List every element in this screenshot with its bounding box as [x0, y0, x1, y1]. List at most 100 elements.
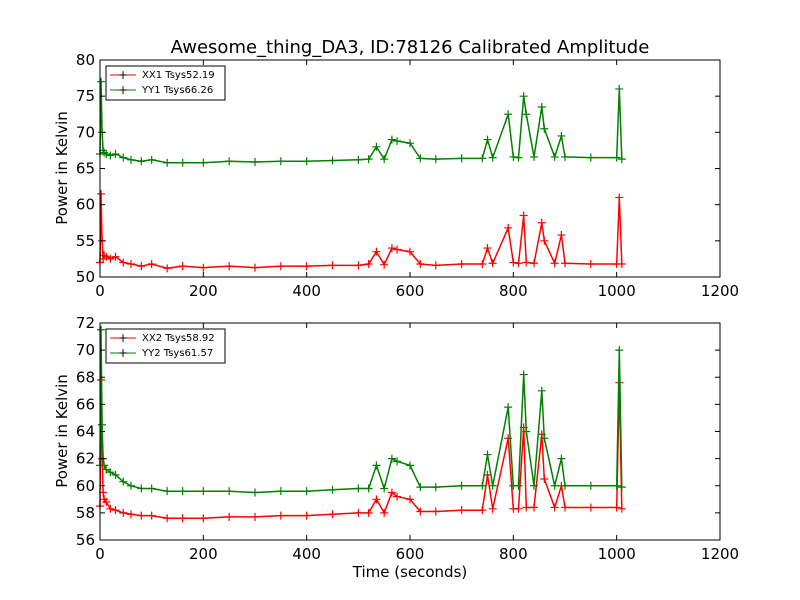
data-point-top-1-19	[328, 156, 337, 165]
data-point-top-1-37	[522, 110, 531, 119]
data-point-top-0-29	[457, 259, 466, 268]
data-point-top-1-25	[393, 137, 402, 146]
data-point-bottom-1-30	[478, 481, 487, 490]
legend-marker-yy2: +	[118, 346, 128, 360]
data-point-top-1-28	[431, 155, 440, 164]
data-point-top-1-15	[225, 157, 234, 166]
y-tick-label-top-4: 70	[76, 123, 95, 141]
data-point-top-1-8	[119, 153, 128, 162]
data-point-top-0-1	[97, 189, 106, 198]
data-point-top-0-33	[504, 223, 513, 232]
data-point-top-0-31	[483, 244, 492, 253]
data-point-bottom-1-47	[617, 483, 626, 492]
data-point-bottom-1-27	[416, 483, 425, 492]
data-point-bottom-0-5	[102, 498, 111, 507]
data-point-bottom-0-25	[393, 492, 402, 501]
y-tick-label-top-6: 80	[76, 51, 95, 69]
data-point-top-1-11	[147, 155, 156, 164]
data-point-bottom-0-28	[431, 507, 440, 516]
data-point-bottom-0-22	[372, 495, 381, 504]
data-point-bottom-1-22	[372, 461, 381, 470]
data-point-top-1-26	[406, 139, 414, 148]
data-point-top-0-47	[617, 259, 626, 268]
data-point-top-1-29	[457, 154, 466, 163]
data-point-top-0-17	[276, 262, 285, 271]
data-point-bottom-0-6	[106, 504, 115, 513]
data-point-top-1-40	[540, 124, 549, 133]
x-tick-label-top-3: 600	[396, 282, 425, 300]
y-tick-label-bottom-7: 70	[76, 341, 95, 359]
data-point-bottom-0-41	[550, 503, 559, 512]
data-point-top-0-11	[147, 259, 156, 268]
legend-marker-yy1: +	[118, 83, 128, 97]
data-point-top-0-7	[111, 252, 120, 261]
data-point-top-1-31	[483, 135, 492, 144]
data-point-top-0-28	[431, 261, 440, 270]
data-point-bottom-1-46	[615, 346, 624, 355]
data-point-top-1-22	[372, 142, 381, 151]
data-point-bottom-1-6	[106, 468, 115, 477]
x-tick-label-top-6: 1200	[701, 282, 739, 300]
data-point-bottom-1-26	[406, 461, 414, 470]
data-point-bottom-0-37	[522, 503, 531, 512]
data-point-bottom-0-24	[387, 488, 396, 497]
data-point-top-0-20	[354, 261, 363, 270]
y-tick-label-bottom-4: 64	[76, 423, 95, 441]
legend-label-xx2: XX2 Tsys58.92	[142, 333, 215, 344]
y-tick-label-top-0: 50	[76, 268, 95, 286]
x-tick-label-top-1: 200	[189, 282, 218, 300]
data-point-top-1-1	[97, 77, 106, 86]
series-line-bottom-1	[99, 329, 623, 494]
data-point-bottom-1-20	[354, 484, 363, 493]
data-point-bottom-0-9	[127, 510, 135, 519]
data-point-top-1-20	[354, 155, 363, 164]
ticks-layer-bottom: 0 200 400 600 800 1000 1200 56 58 60 62 64 66 68 70 72	[76, 314, 739, 563]
data-point-top-0-9	[127, 259, 135, 268]
data-point-top-0-14	[199, 263, 208, 272]
data-point-bottom-0-29	[457, 506, 466, 515]
data-point-top-1-23	[380, 155, 389, 164]
data-point-bottom-1-13	[178, 487, 187, 496]
chart-title: Awesome_thing_DA3, ID:78126 Calibrated A…	[171, 37, 650, 58]
data-point-top-0-16	[251, 263, 259, 272]
data-point-bottom-1-29	[457, 481, 466, 490]
data-point-top-0-38	[530, 259, 538, 268]
data-point-bottom-1-25	[393, 457, 402, 466]
x-tick-label-bottom-5: 1000	[598, 545, 636, 563]
data-point-bottom-1-28	[431, 483, 440, 492]
legend-top: + XX1 Tsys52.19 + YY1 Tsys66.26	[105, 65, 226, 101]
series-line-bottom-0	[99, 379, 623, 520]
data-point-bottom-1-39	[537, 386, 546, 395]
y-tick-label-bottom-5: 66	[76, 395, 95, 413]
data-point-bottom-1-7	[111, 470, 120, 479]
data-point-top-0-40	[540, 236, 549, 245]
legend-box-bottom	[105, 328, 226, 364]
data-point-top-1-45	[612, 153, 621, 162]
data-point-bottom-0-20	[354, 508, 363, 517]
data-point-bottom-1-24	[387, 454, 396, 463]
y-tick-label-top-3: 65	[76, 160, 95, 178]
plot-top: 0 200 400 600 800 1000 1200 50 55 60 65 70 75 80 Powe…	[53, 51, 739, 300]
x-tick-label-top-4: 800	[499, 282, 528, 300]
data-point-top-0-21	[364, 259, 373, 268]
x-tick-label-bottom-6: 1200	[701, 545, 739, 563]
data-point-top-0-27	[416, 259, 425, 268]
data-point-bottom-1-17	[276, 487, 285, 496]
data-point-bottom-0-40	[540, 474, 549, 483]
data-point-top-0-36	[519, 211, 528, 220]
legend-bottom: + XX2 Tsys58.92 + YY2 Tsys61.57	[105, 328, 226, 364]
data-point-bottom-0-47	[617, 504, 626, 513]
data-point-bottom-0-30	[478, 506, 487, 515]
y-axis-label-bottom: Power in Kelvin	[53, 374, 71, 488]
data-point-top-1-21	[364, 155, 373, 164]
data-point-top-1-35	[514, 153, 523, 162]
legend-marker-xx1: +	[118, 68, 128, 82]
data-point-top-0-37	[522, 258, 531, 267]
y-tick-label-top-2: 60	[76, 196, 95, 214]
data-point-bottom-0-12	[163, 514, 172, 523]
data-point-top-1-30	[478, 154, 487, 163]
data-point-top-0-25	[393, 245, 402, 254]
data-point-top-1-46	[615, 84, 624, 93]
data-point-bottom-0-11	[147, 511, 156, 520]
data-point-bottom-1-33	[504, 403, 513, 412]
